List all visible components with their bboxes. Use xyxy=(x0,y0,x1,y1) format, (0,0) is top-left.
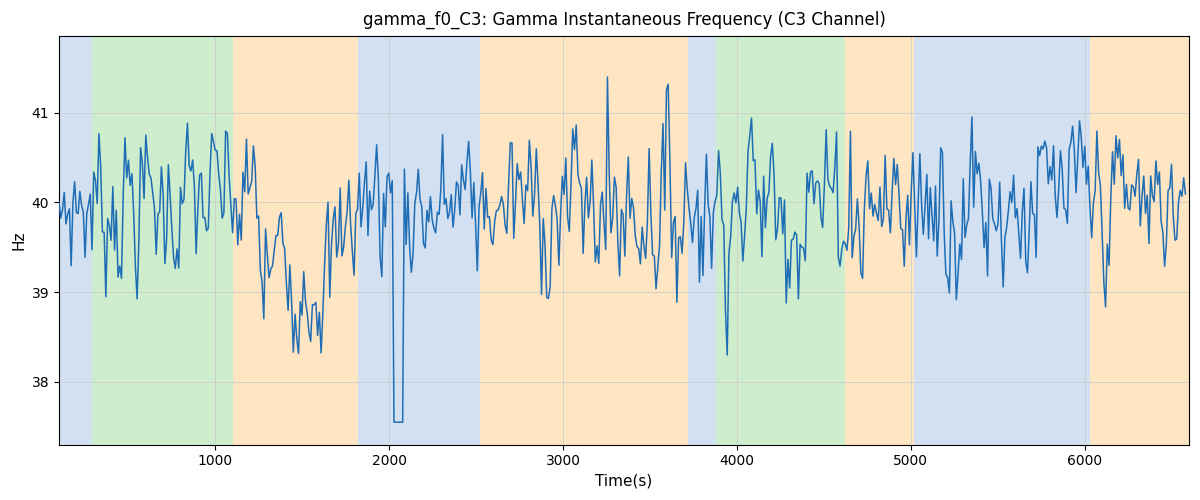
Bar xyxy=(1090,36,1189,445)
Bar xyxy=(689,36,716,445)
Bar xyxy=(845,36,914,445)
Bar xyxy=(480,36,689,445)
Bar xyxy=(358,36,480,445)
X-axis label: Time(s): Time(s) xyxy=(595,474,653,489)
Bar xyxy=(716,36,845,445)
Title: gamma_f0_C3: Gamma Instantaneous Frequency (C3 Channel): gamma_f0_C3: Gamma Instantaneous Frequen… xyxy=(362,11,886,30)
Bar xyxy=(233,36,358,445)
Bar xyxy=(914,36,1090,445)
Y-axis label: Hz: Hz xyxy=(11,230,26,250)
Bar xyxy=(59,36,92,445)
Bar xyxy=(92,36,233,445)
